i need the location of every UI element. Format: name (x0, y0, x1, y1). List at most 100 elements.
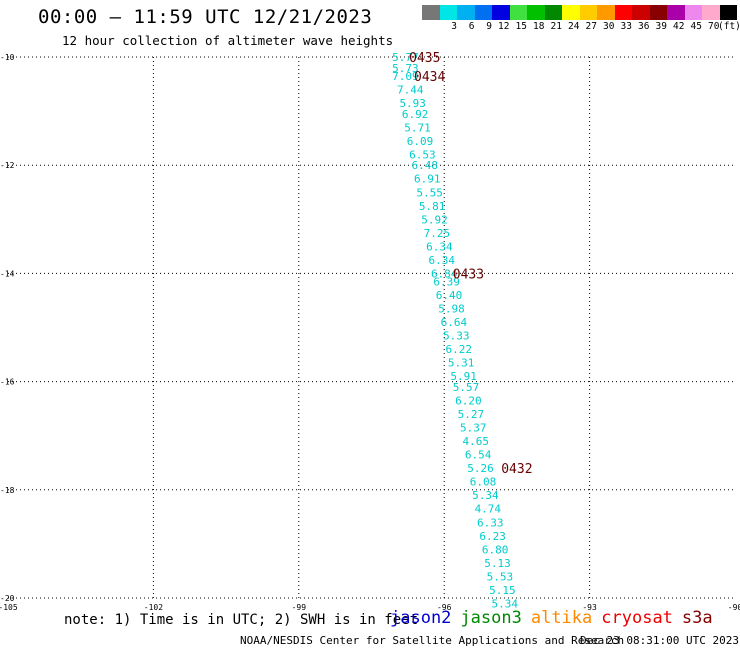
x-tick-label: -99 (292, 603, 307, 612)
wave-height-label: 6.40 (436, 289, 463, 302)
color-scale-swatch (719, 5, 737, 20)
wave-height-label: 5.53 (487, 570, 514, 583)
wave-height-label: 5.31 (448, 357, 475, 370)
color-scale-swatch (527, 5, 545, 20)
color-scale-swatch (509, 5, 527, 20)
wave-height-label: 5.34 (492, 597, 519, 610)
color-scale-label: 18 (533, 21, 545, 32)
color-scale-labels: 3 6 9 12 15 18 21 24 27 30 33 36 39 42 45 70 (422, 21, 737, 32)
wave-height-label: 6.20 (455, 395, 482, 408)
wave-height-label: 6.08 (470, 476, 497, 489)
pass-time-label: 0434 (414, 70, 445, 85)
wave-height-label: 6.64 (441, 316, 468, 329)
x-tick-label: -105 (0, 603, 18, 612)
x-tick-label: -102 (144, 603, 163, 612)
satellite-jason2: jason2 (390, 608, 452, 628)
satellite-jason3: jason3 (460, 608, 522, 628)
x-tick-label: -96 (437, 603, 452, 612)
color-scale-label: 12 (498, 21, 510, 32)
x-tick-label: -90 (728, 603, 740, 612)
color-scale-swatch (422, 5, 440, 20)
y-tick-label: -14 (0, 269, 15, 278)
units-note: note: 1) Time is in UTC; 2) SWH is in fe… (64, 612, 419, 628)
color-scale-label: 70 (708, 21, 720, 32)
pass-time-label: 0435 (409, 51, 440, 66)
color-scale-unit: (ft) (718, 21, 740, 32)
wave-height-label: 5.34 (472, 489, 499, 502)
wave-height-label: 5.27 (458, 408, 485, 421)
satellite-s3a: s3a (681, 608, 713, 628)
chart-title: 00:00 — 11:59 UTC 12/21/2023 (38, 6, 373, 28)
color-scale-label: 33 (620, 21, 632, 32)
wave-height-label: 5.91 (450, 370, 477, 383)
wave-height-label: 6.92 (402, 108, 429, 121)
color-scale-swatch (457, 5, 475, 20)
color-scale-label: 39 (655, 21, 667, 32)
wave-height-label: 6.33 (477, 516, 504, 529)
color-scale-swatch (439, 5, 457, 20)
wave-height-label: 6.23 (479, 530, 506, 543)
wave-height-label: 6.39 (433, 276, 460, 289)
x-tick-label: -93 (582, 603, 597, 612)
wave-height-label: 5.71 (404, 121, 431, 134)
color-scale-swatch (562, 5, 580, 20)
y-tick-label: -16 (0, 378, 15, 387)
color-scale-bar (422, 5, 737, 20)
wave-height-label: 6.34 (429, 254, 456, 267)
wave-height-label: 5.37 (460, 422, 487, 435)
pass-time-label: 0432 (501, 462, 532, 477)
wave-height-label: 7.25 (424, 227, 451, 240)
color-scale-swatch (702, 5, 720, 20)
wave-height-label: 4.74 (475, 503, 502, 516)
wave-height-label: 5.81 (419, 200, 446, 213)
wave-height-label: 6.34 (426, 240, 453, 253)
color-scale-swatch (667, 5, 685, 20)
color-scale-label: 21 (550, 21, 562, 32)
color-scale-label: 6 (468, 21, 475, 32)
color-scale-label: 42 (673, 21, 685, 32)
color-scale-swatch (492, 5, 510, 20)
color-scale-swatch (684, 5, 702, 20)
color-scale-label: 36 (638, 21, 650, 32)
color-scale-swatch (579, 5, 597, 20)
satellite-cryosat: cryosat (601, 608, 673, 628)
wave-height-label: 6.91 (414, 173, 441, 186)
wave-height-label: 5.73 (392, 62, 419, 75)
y-tick-label: -20 (0, 594, 15, 603)
color-scale-swatch (597, 5, 615, 20)
color-scale-label: 15 (515, 21, 527, 32)
wave-height-label: 5.57 (453, 381, 480, 394)
satellite-altika: altika (530, 608, 593, 628)
color-scale-swatch (649, 5, 667, 20)
color-scale-label: 3 (451, 21, 457, 32)
chart-subtitle: 12 hour collection of altimeter wave hei… (62, 33, 394, 48)
wave-height-label: 5.93 (399, 97, 426, 110)
color-scale-label: 45 (690, 21, 702, 32)
color-scale-swatch (474, 5, 492, 20)
wave-height-label: 6.22 (445, 343, 472, 356)
color-scale-swatch (544, 5, 562, 20)
wave-height-label: 5.98 (438, 303, 465, 316)
wave-height-label: 6.80 (482, 543, 509, 556)
wave-height-label: 6.84 (431, 267, 458, 280)
wave-height-label: 5.92 (421, 213, 448, 226)
wave-height-label: 6.53 (409, 148, 436, 161)
pass-time-label: 0433 (453, 267, 484, 282)
color-scale-label (422, 21, 440, 32)
wave-height-label: 6.09 (407, 135, 434, 148)
color-scale-label: 30 (603, 21, 615, 32)
wave-height-label: 7.44 (397, 83, 424, 96)
color-scale-label: 24 (568, 21, 580, 32)
wave-height-label: 5.55 (416, 186, 443, 199)
color-scale-swatch (632, 5, 650, 20)
y-tick-label: -18 (0, 486, 15, 495)
wave-height-label: 7.09 (392, 70, 419, 83)
satellite-legend: jason2 jason3 altika cryosat s3a (390, 608, 722, 628)
color-scale-swatch (614, 5, 632, 20)
color-scale-label: 9 (486, 21, 492, 32)
y-tick-label: -10 (0, 53, 15, 62)
wave-height-label: 5.13 (484, 557, 511, 570)
generated-timestamp: Dec 23 08:31:00 UTC 2023 (580, 634, 739, 647)
wave-height-label: 5.77 (392, 51, 419, 64)
